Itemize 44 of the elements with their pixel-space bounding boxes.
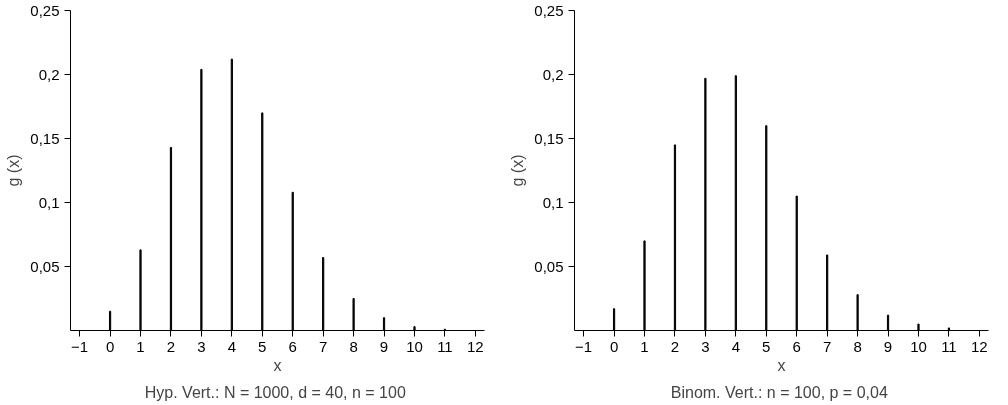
x-tick-label: 6 — [288, 337, 297, 355]
x-tick-label: 0 — [105, 337, 115, 355]
y-axis-title: g (x) — [5, 154, 23, 187]
y-tick-label: 0,25 — [30, 1, 60, 19]
x-tick-label: 4 — [731, 337, 741, 355]
y-tick-label: 0,1 — [542, 193, 564, 211]
x-tick-label: 5 — [762, 337, 771, 355]
x-tick-label: 5 — [258, 337, 267, 355]
x-tick-label: 2 — [166, 337, 176, 355]
y-tick-label: 0,15 — [534, 129, 564, 147]
x-tick-label: 10 — [406, 337, 423, 355]
y-tick-label: 0,15 — [30, 129, 60, 147]
y-axis-title: g (x) — [509, 154, 527, 187]
x-tick-label: 11 — [941, 337, 957, 355]
text: Hyp. Vert.: N = 1000, d = 40, n = 100 — [144, 383, 406, 401]
x-tick-label: 4 — [227, 337, 237, 355]
x-axis-title: x — [777, 356, 786, 374]
x-tick-label: 8 — [853, 337, 862, 355]
x-tick-label: 2 — [670, 337, 680, 355]
x-tick-label: −1 — [71, 337, 89, 355]
x-tick-label: 3 — [197, 337, 206, 355]
y-tick-label: 0,2 — [38, 65, 60, 83]
x-tick-label: 12 — [971, 337, 988, 355]
x-tick-label: 12 — [467, 337, 484, 355]
y-tick-label: 0,1 — [38, 193, 60, 211]
x-axis-title: x — [273, 356, 282, 374]
x-tick-label: 1 — [640, 337, 649, 355]
y-tick-label: 0,2 — [542, 65, 564, 83]
x-tick-label: 10 — [910, 337, 927, 355]
x-tick-label: 7 — [822, 337, 832, 355]
y-tick-label: 0,25 — [534, 1, 564, 19]
x-tick-label: 0 — [609, 337, 619, 355]
x-tick-label: 6 — [792, 337, 801, 355]
x-tick-label: 3 — [701, 337, 710, 355]
y-tick-label: 0,05 — [534, 257, 564, 275]
y-tick-label: 0,05 — [30, 257, 60, 275]
x-tick-label: 1 — [136, 337, 145, 355]
x-tick-label: 9 — [883, 337, 893, 355]
x-tick-label: 8 — [349, 337, 358, 355]
x-tick-label: 7 — [318, 337, 328, 355]
x-tick-label: 11 — [437, 337, 453, 355]
x-tick-label: −1 — [575, 337, 593, 355]
x-tick-label: 9 — [379, 337, 389, 355]
text: Binom. Vert.: n = 100, p = 0,04 — [670, 383, 888, 401]
